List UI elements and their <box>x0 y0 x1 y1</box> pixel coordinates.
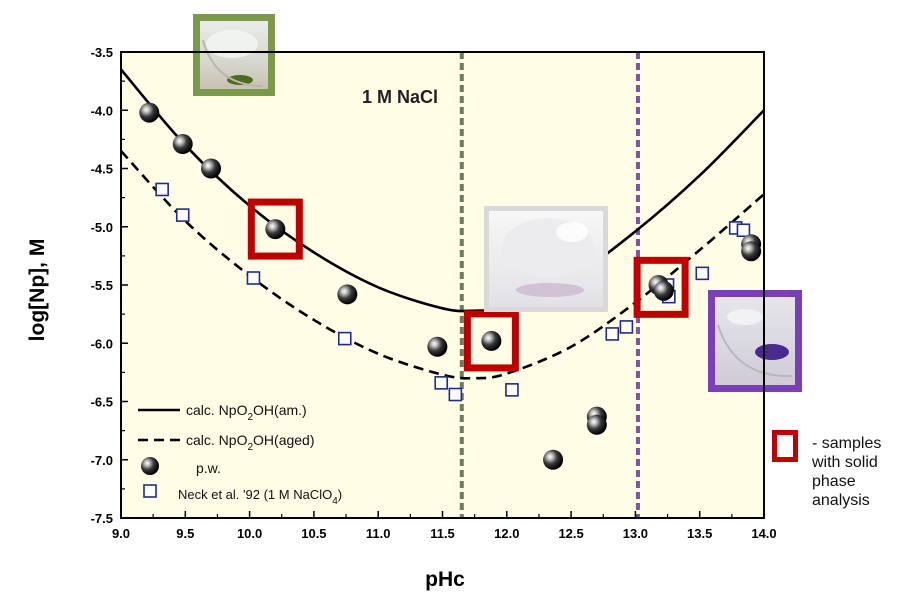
pw-point <box>741 241 762 262</box>
pw-point <box>201 158 222 179</box>
legend: calc. NpO2OH(am.) calc. NpO2OH(aged) p.w. N… <box>138 402 342 507</box>
x-tick-label: 9.0 <box>112 526 130 541</box>
solid-phase-box-1 <box>247 198 303 260</box>
x-tick-label: 10.5 <box>301 526 326 541</box>
y-tick-label: -5.5 <box>91 278 113 293</box>
note-line-2: with solid <box>812 454 878 471</box>
note-line-1: - samples <box>812 435 882 452</box>
curve-amorphous <box>120 68 765 313</box>
y-tick-label: -3.5 <box>91 45 113 60</box>
y-tick-label: -7.0 <box>91 453 113 468</box>
y-tick-label: -4.0 <box>91 103 113 118</box>
neck-point <box>337 331 352 346</box>
y-tick-label: -6.5 <box>91 395 113 410</box>
annotation-1m-nacl: 1 M NaCl <box>362 87 438 107</box>
legend-label: calc. NpO2OH(aged) <box>186 432 315 453</box>
x-axis-ticks: 9.0 9.5 10.0 10.5 11.0 11.5 12.0 12.5 13.0 13.5 14… <box>112 511 777 541</box>
neck-point <box>619 320 634 334</box>
pw-point <box>653 280 674 301</box>
y-axis-title: log[Np], M <box>26 239 49 342</box>
pw-data-series <box>139 102 762 470</box>
y-tick-label: -6.0 <box>91 336 113 351</box>
solid-phase-sample-boxes <box>247 198 689 372</box>
legend-label: p.w. <box>196 460 221 476</box>
neck-point <box>736 223 751 238</box>
x-tick-label: 12.0 <box>494 526 519 541</box>
vial-photo-purple <box>708 290 802 392</box>
pw-point <box>265 219 286 240</box>
x-tick-label: 11.5 <box>430 526 455 541</box>
y-tick-label: -7.5 <box>91 511 113 526</box>
legend-swatch-neck <box>143 484 157 498</box>
legend-label: calc. NpO2OH(am.) <box>186 402 307 423</box>
x-tick-label: 14.0 <box>751 526 776 541</box>
pw-point <box>337 284 358 305</box>
neck-point <box>695 266 710 281</box>
red-box-legend-icon <box>772 430 798 462</box>
neck-point <box>155 182 169 197</box>
note-line-3: phase <box>812 473 856 490</box>
neck-point <box>448 387 463 402</box>
neck-point <box>505 383 519 397</box>
neck-point <box>246 271 261 285</box>
y-tick-label: -5.0 <box>91 220 113 235</box>
pw-point <box>586 414 607 435</box>
neck-point <box>605 327 620 341</box>
solid-phase-box-3 <box>633 256 689 318</box>
legend-swatch-pw <box>141 457 159 475</box>
pw-point <box>481 330 502 351</box>
pw-point <box>427 336 448 357</box>
y-tick-label: -4.5 <box>91 162 113 177</box>
pw-point <box>172 134 193 155</box>
x-tick-label: 12.5 <box>558 526 583 541</box>
pw-point <box>543 449 564 470</box>
x-tick-label: 10.0 <box>237 526 262 541</box>
pw-point <box>139 102 160 123</box>
neck-point <box>434 376 449 390</box>
x-tick-label: 13.5 <box>687 526 712 541</box>
note-line-4: analysis <box>812 492 870 509</box>
solid-phase-note: - samples with solid phase analysis <box>812 434 920 510</box>
x-tick-label: 11.0 <box>366 526 391 541</box>
legend-label: Neck et al. '92 (1 M NaClO4) <box>178 487 342 507</box>
x-tick-label: 9.5 <box>176 526 194 541</box>
vial-photo-white <box>484 206 608 312</box>
x-axis-title: pHc <box>425 568 465 591</box>
solid-phase-box-2 <box>463 310 519 372</box>
y-axis-ticks: -3.5 -4.0 -4.5 -5.0 -5.5 -6.0 -6.5 -7.0 -7.5 <box>91 45 128 526</box>
x-tick-label: 13.0 <box>623 526 648 541</box>
vial-photo-green <box>193 14 275 96</box>
neck-point <box>175 208 190 222</box>
